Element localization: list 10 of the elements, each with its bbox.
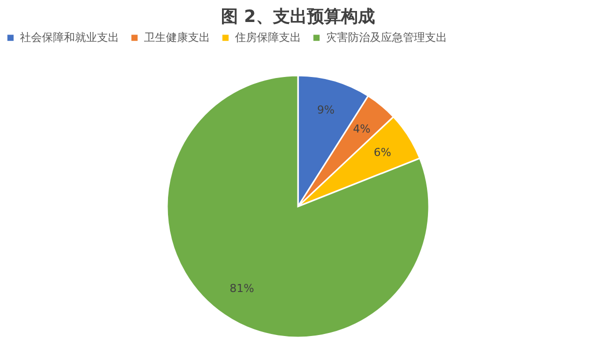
data-label: 6% bbox=[374, 146, 392, 159]
data-label: 81% bbox=[230, 282, 254, 296]
data-label: 9% bbox=[317, 103, 335, 116]
legend-label: 住房保障支出 bbox=[235, 30, 301, 44]
legend-label: 社会保障和就业支出 bbox=[20, 30, 119, 44]
data-label: 4% bbox=[353, 122, 370, 136]
chart-title: 图 2、支出预算构成 bbox=[221, 7, 375, 27]
legend-label: 灾害防治及应急管理支出 bbox=[326, 30, 447, 44]
pie-slice bbox=[166, 74, 430, 338]
legend-label: 卫生健康支出 bbox=[144, 30, 210, 44]
